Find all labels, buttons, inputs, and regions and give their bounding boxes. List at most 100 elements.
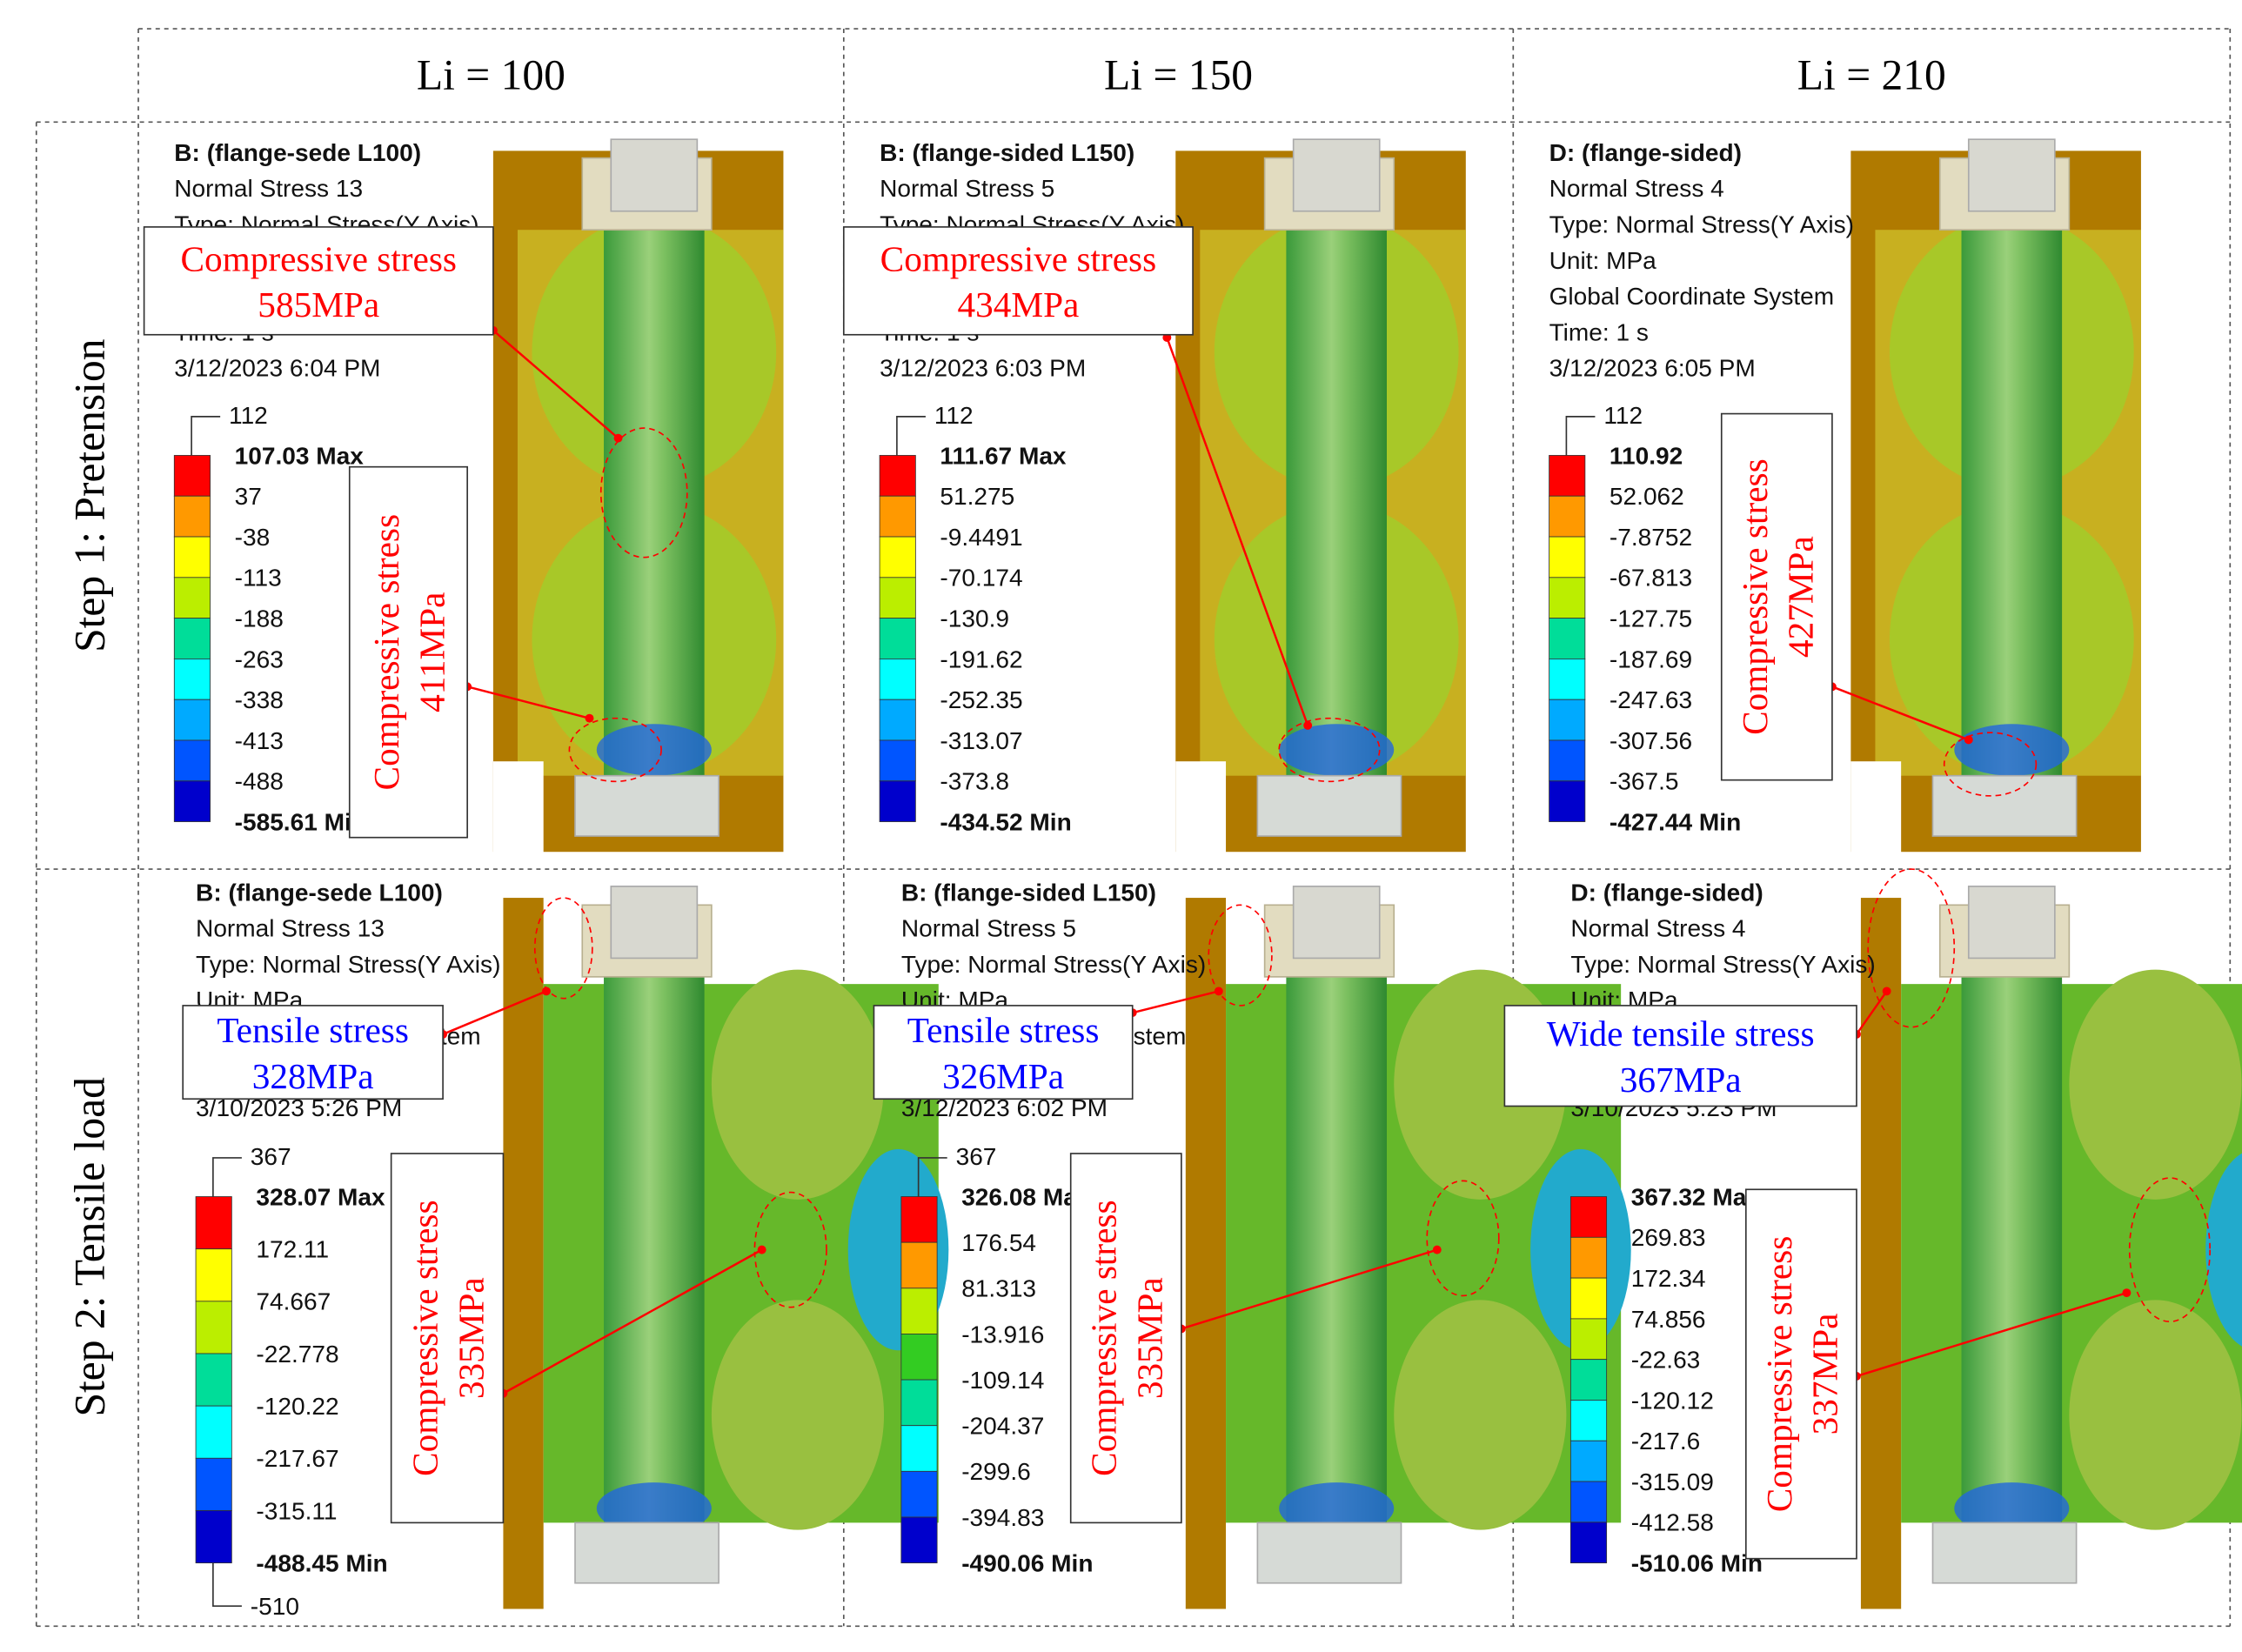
legend-label: 51.275: [940, 483, 1014, 510]
stress-zone: [596, 724, 712, 776]
legend-band: [195, 1405, 232, 1459]
annotation-text: 337MPa: [1805, 1314, 1845, 1435]
column-header: Li = 100: [417, 50, 566, 98]
legend-label: -367.5: [1610, 768, 1679, 795]
annotation-text: 326MPa: [942, 1056, 1064, 1096]
legend-band: [1569, 1440, 1608, 1482]
annotation-text: 335MPa: [451, 1277, 491, 1399]
legend-label: 74.856: [1631, 1306, 1706, 1333]
legend-label: -13.916: [961, 1321, 1044, 1348]
cell: B: (flange-sede L100) Normal Stress 13 Typ…: [182, 879, 949, 1620]
legend-band: [1549, 495, 1586, 538]
stress-zone: [711, 969, 885, 1200]
legend-label: 328.07 Max: [256, 1183, 385, 1210]
legend-label: -263: [235, 645, 284, 672]
bolt-head: [1931, 774, 2078, 837]
legend-band: [1549, 455, 1586, 497]
info-line: Time: 1 s: [1549, 318, 1649, 345]
info-line: Normal Stress 5: [880, 175, 1054, 202]
stress-zone: [2069, 969, 2242, 1200]
info-line: 3/12/2023 6:05 PM: [1549, 355, 1756, 382]
legend-band: [900, 1241, 938, 1289]
legend-band: [1569, 1318, 1608, 1361]
arrow-dot: [1432, 1245, 1442, 1254]
cell: B: (flange-sided L150)Normal Stress 5Typ…: [842, 138, 1466, 862]
legend-label: -22.778: [256, 1341, 338, 1368]
plate-gap: [1850, 761, 1902, 862]
scale-label: -510: [251, 1593, 299, 1620]
legend-band: [900, 1196, 938, 1243]
scale-label: 112: [229, 402, 268, 429]
legend-label: -188: [235, 605, 284, 632]
stress-zone: [711, 1300, 885, 1530]
flange-plate: [503, 898, 544, 1609]
column-header: Li = 210: [1797, 50, 1946, 98]
cell: B: (flange-sided L150)Normal Stress 5Typ…: [873, 879, 1631, 1609]
annotation-box: [1069, 1153, 1182, 1524]
bolt-shank: [1286, 208, 1387, 783]
annotation-text: Tensile stress: [217, 1010, 409, 1050]
arrow: [1132, 990, 1220, 1014]
annotation-text: 434MPa: [958, 284, 1080, 324]
annotation-box: [1503, 1005, 1857, 1107]
legend-band: [195, 1196, 232, 1250]
bolt-head: [1256, 774, 1402, 837]
annotation-text: 328MPa: [252, 1056, 374, 1096]
arrow: [1856, 1291, 2127, 1378]
info-line: Unit: MPa: [1549, 247, 1657, 274]
info-line: Global Coordinate System: [1549, 283, 1835, 310]
legend-label: -488: [235, 768, 284, 795]
legend-band: [1549, 780, 1586, 822]
arrow-dot: [542, 987, 551, 996]
legend-label: -412.58: [1631, 1509, 1714, 1536]
legend-label: -130.9: [940, 605, 1009, 632]
legend-band: [1569, 1236, 1608, 1279]
bolt-head: [574, 774, 719, 837]
bolt-shank: [1961, 955, 2063, 1530]
legend-label: 269.83: [1631, 1224, 1706, 1251]
info-line: Normal Stress 4: [1570, 915, 1745, 942]
legend-band: [1569, 1522, 1608, 1564]
legend-label: -394.83: [961, 1504, 1044, 1531]
legend-label: -191.62: [940, 645, 1022, 672]
legend-band: [1549, 699, 1586, 741]
legend-label: 326.08 Max: [961, 1183, 1091, 1210]
legend-band: [173, 658, 211, 700]
bolt-shank: [604, 955, 705, 1530]
legend-label: -70.174: [940, 565, 1022, 592]
legend-label: 111.67 Max: [940, 442, 1067, 469]
legend-label: 110.92: [1610, 442, 1683, 469]
legend-band: [1569, 1359, 1608, 1401]
legend-band: [879, 577, 916, 619]
annotation-text: Compressive stress: [1084, 1200, 1124, 1475]
annotation-box: [348, 465, 468, 839]
plate-gap: [1175, 761, 1227, 862]
annotation-text: Tensile stress: [907, 1010, 1100, 1050]
legend-label: 172.34: [1631, 1265, 1706, 1292]
legend-band: [879, 495, 916, 538]
legend-label: -187.69: [1610, 645, 1692, 672]
legend-band: [879, 536, 916, 579]
scale-marker: [212, 1562, 242, 1607]
info-line: Type: Normal Stress(Y Axis): [1549, 211, 1854, 238]
arrow: [502, 1248, 763, 1395]
legend-band: [173, 536, 211, 579]
target-ellipse: [568, 717, 662, 783]
annotation-text: Compressive stress: [405, 1200, 445, 1475]
info-line: Normal Stress 13: [196, 915, 385, 942]
legend-band: [1549, 536, 1586, 579]
legend-label: -252.35: [940, 686, 1022, 713]
legend-label: -315.11: [256, 1497, 337, 1524]
legend-label: -247.63: [1610, 686, 1692, 713]
arrow-dot: [1964, 735, 1973, 745]
legend-band: [173, 577, 211, 619]
info-line: B: (flange-sede L100): [174, 139, 421, 166]
scale-marker: [191, 416, 221, 456]
annotation-text: 335MPa: [1130, 1277, 1170, 1399]
legend-label: -413: [235, 727, 284, 754]
annotation-text: Compressive stress: [366, 514, 406, 790]
stress-zone: [1394, 1300, 1567, 1530]
legend-label: -338: [235, 686, 284, 713]
target-ellipse: [2128, 1177, 2212, 1323]
annotation-text: Compressive stress: [180, 238, 457, 278]
